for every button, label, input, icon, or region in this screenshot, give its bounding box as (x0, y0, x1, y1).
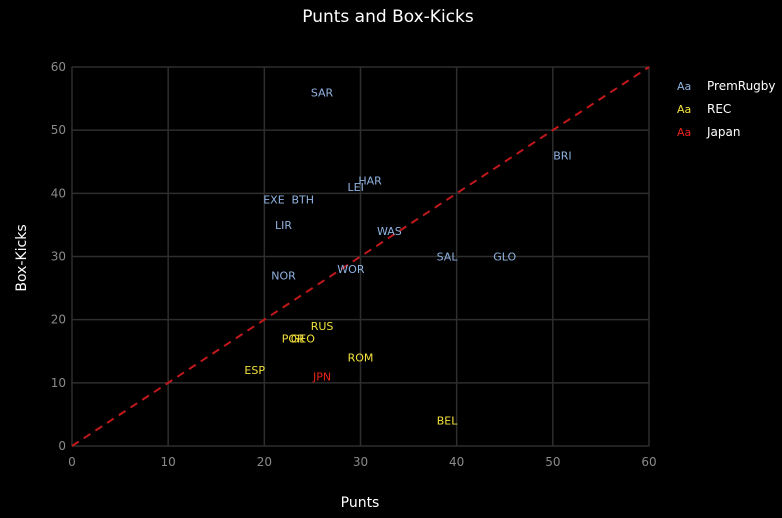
data-point-geo: GEO (291, 333, 315, 346)
data-point-har: HAR (358, 175, 382, 188)
data-point-sal: SAL (437, 251, 459, 264)
data-point-rom: ROM (348, 352, 374, 365)
legend-swatch: Aa (677, 103, 691, 116)
data-point-bel: BEL (437, 415, 458, 428)
data-point-jpn: JPN (312, 371, 331, 384)
data-point-wor: WOR (337, 263, 365, 276)
data-point-was: WAS (377, 225, 402, 238)
data-point-bri: BRI (553, 149, 571, 162)
y-axis-label: Box-Kicks (14, 224, 30, 291)
legend-swatch: Aa (677, 126, 691, 139)
y-tick-label: 40 (51, 186, 66, 200)
x-axis-label: Punts (341, 495, 380, 511)
data-point-por: POR (282, 333, 305, 346)
x-tick-label: 0 (68, 455, 76, 469)
y-tick-label: 0 (58, 439, 66, 453)
y-tick-label: 50 (51, 123, 66, 137)
legend: Aa PremRugby Aa REC Aa Japan (677, 79, 776, 139)
x-tick-label: 10 (161, 455, 176, 469)
x-tick-label: 40 (449, 455, 464, 469)
data-point-lei: LEI (348, 181, 364, 194)
axis-ticks: 0 10 20 30 40 50 60 0 10 20 30 40 50 60 (51, 60, 657, 469)
x-tick-label: 60 (641, 455, 656, 469)
data-point-exe: EXE (263, 194, 284, 207)
x-tick-label: 20 (257, 455, 272, 469)
y-tick-label: 20 (51, 313, 66, 327)
data-point-bth: BTH (292, 194, 315, 207)
reference-line (71, 66, 650, 447)
legend-swatch: Aa (677, 80, 691, 93)
data-point-sar: SAR (311, 86, 334, 99)
data-point-glo: GLO (493, 251, 516, 264)
y-tick-label: 60 (51, 60, 66, 74)
legend-entry-japan: Japan (706, 125, 740, 139)
data-point-lir: LIR (275, 219, 292, 232)
y-tick-label: 10 (51, 376, 66, 390)
x-tick-label: 30 (353, 455, 368, 469)
x-tick-label: 50 (545, 455, 560, 469)
data-point-nor: NOR (271, 269, 296, 282)
chart-title: Punts and Box-Kicks (302, 7, 474, 27)
legend-entry-premrugby: PremRugby (707, 79, 776, 93)
grid (71, 66, 650, 447)
data-point-esp: ESP (244, 364, 265, 377)
y-tick-label: 30 (51, 250, 66, 264)
data-point-rus: RUS (311, 320, 334, 333)
legend-entry-rec: REC (707, 102, 731, 116)
